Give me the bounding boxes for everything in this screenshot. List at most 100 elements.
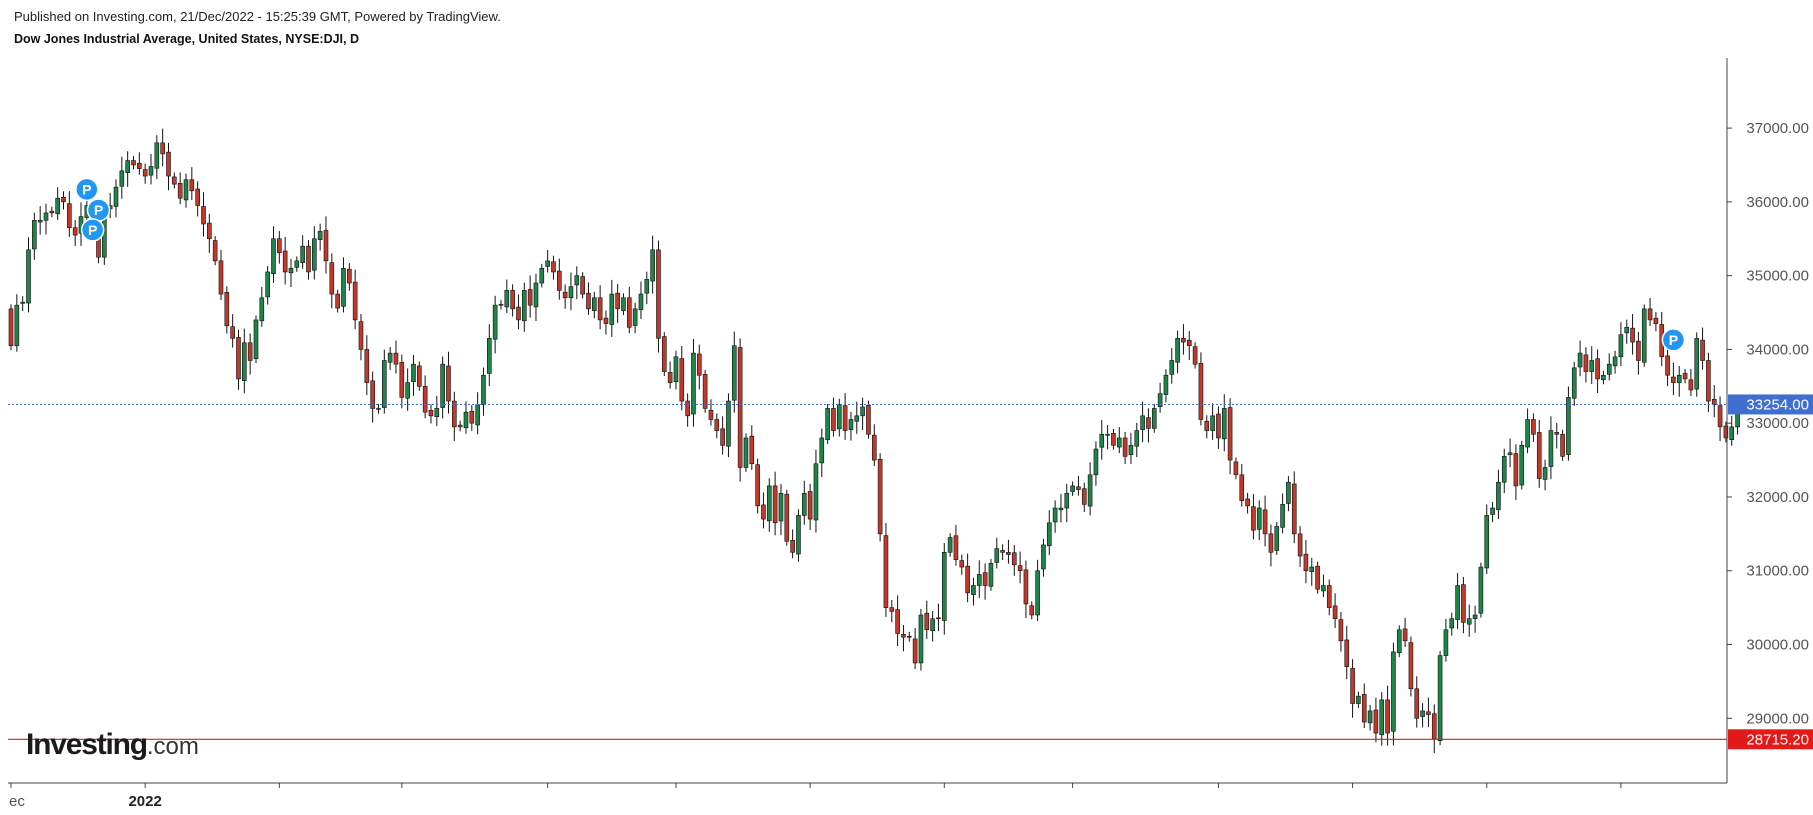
candle-body [971, 585, 976, 595]
logo-suffix: .com [146, 733, 199, 760]
candle-body [842, 405, 848, 431]
current-price-badge [1728, 394, 1813, 415]
candle-body [726, 400, 731, 447]
candle-body [487, 338, 492, 374]
candle-body [1688, 379, 1694, 391]
candle-body [504, 290, 510, 308]
candle-body [1041, 544, 1046, 570]
candle-body [784, 493, 790, 542]
candle-body [312, 238, 317, 271]
candle-body [1000, 550, 1005, 553]
candle-body [1723, 425, 1729, 439]
candle-body [889, 607, 895, 612]
candle-body [574, 275, 580, 286]
candle-body [1531, 419, 1536, 435]
candle-body [300, 245, 305, 263]
candle-body [387, 352, 393, 363]
candle-body [148, 166, 154, 176]
time-tick-label: 2022 [128, 793, 161, 810]
price-tick-label: 37000.00 [1746, 120, 1809, 137]
candle-body [626, 297, 632, 328]
candle-body [1636, 340, 1641, 361]
price-tick-label: 32000.00 [1746, 489, 1809, 506]
pivot-marker-label: P [1669, 332, 1678, 348]
candle-body [1391, 651, 1396, 732]
candle-body [691, 352, 696, 415]
candle-body [953, 535, 959, 560]
candle-body [720, 428, 725, 446]
candle-body [1496, 481, 1501, 511]
candle-body [796, 515, 801, 555]
candle-body [994, 548, 1000, 563]
candle-body [1367, 710, 1373, 724]
candle-body [358, 321, 364, 350]
candle-body [1140, 415, 1145, 430]
candle-body [67, 203, 72, 228]
candle-body [1192, 346, 1198, 365]
candle-body [1338, 619, 1344, 642]
candle-body [32, 220, 37, 250]
candle-body [1315, 565, 1320, 590]
candle-body [1035, 570, 1040, 616]
candle-body [253, 319, 259, 360]
candle-body [1700, 339, 1705, 361]
candle-body [1093, 448, 1099, 476]
candle-body [1595, 358, 1600, 380]
candle-body [1472, 614, 1478, 619]
pivot-marker-icon [1661, 328, 1686, 352]
candle-body [1560, 433, 1565, 457]
published-note: Published on Investing.com, 21/Dec/2022 … [14, 9, 501, 24]
candle-body [831, 408, 836, 431]
candle-body [492, 304, 498, 340]
candle-body [183, 179, 189, 201]
candle-body [673, 356, 679, 383]
candle-body [271, 238, 276, 275]
candle-body [61, 196, 66, 203]
candle-body [370, 380, 375, 409]
candle-body [825, 408, 830, 441]
candle-body [1536, 432, 1542, 479]
candle-body [545, 260, 550, 267]
candle-body [422, 386, 428, 413]
candle-body [580, 276, 585, 295]
candle-body [294, 260, 300, 268]
candle-body [871, 434, 877, 461]
candle-body [895, 609, 900, 634]
candle-body [924, 612, 930, 631]
candle-body [1414, 688, 1420, 719]
candle-body [1134, 430, 1140, 447]
candle-body [976, 574, 982, 586]
candle-body [1151, 408, 1157, 429]
candle-body [1105, 433, 1110, 436]
candle-body [446, 365, 451, 402]
candle-body [1525, 419, 1530, 448]
candle-body [860, 406, 865, 417]
candle-body [1099, 433, 1105, 448]
candle-body [877, 458, 883, 535]
candle-body [282, 250, 288, 273]
candle-body [1402, 628, 1408, 642]
candle-body [1029, 605, 1035, 616]
candle-body [1385, 699, 1390, 734]
candle-body [142, 169, 148, 177]
candle-body [113, 186, 119, 207]
candle-body [242, 342, 247, 381]
candle-body [510, 290, 515, 310]
candle-body [533, 282, 539, 308]
candle-body [1204, 420, 1210, 431]
candle-body [1321, 585, 1326, 592]
candle-body [912, 638, 918, 664]
candle-body [854, 415, 860, 422]
candle-body [766, 485, 772, 522]
candle-body [778, 492, 784, 522]
pivot-marker-icon [80, 218, 105, 242]
candle-body [259, 297, 265, 322]
candle-body [1694, 338, 1700, 390]
candle-body [1671, 376, 1676, 383]
candle-body [1373, 709, 1379, 734]
candle-body [1111, 433, 1116, 446]
candle-body [731, 345, 737, 401]
candle-body [1426, 711, 1431, 715]
candle-body [930, 618, 935, 631]
candle-body [177, 182, 183, 199]
